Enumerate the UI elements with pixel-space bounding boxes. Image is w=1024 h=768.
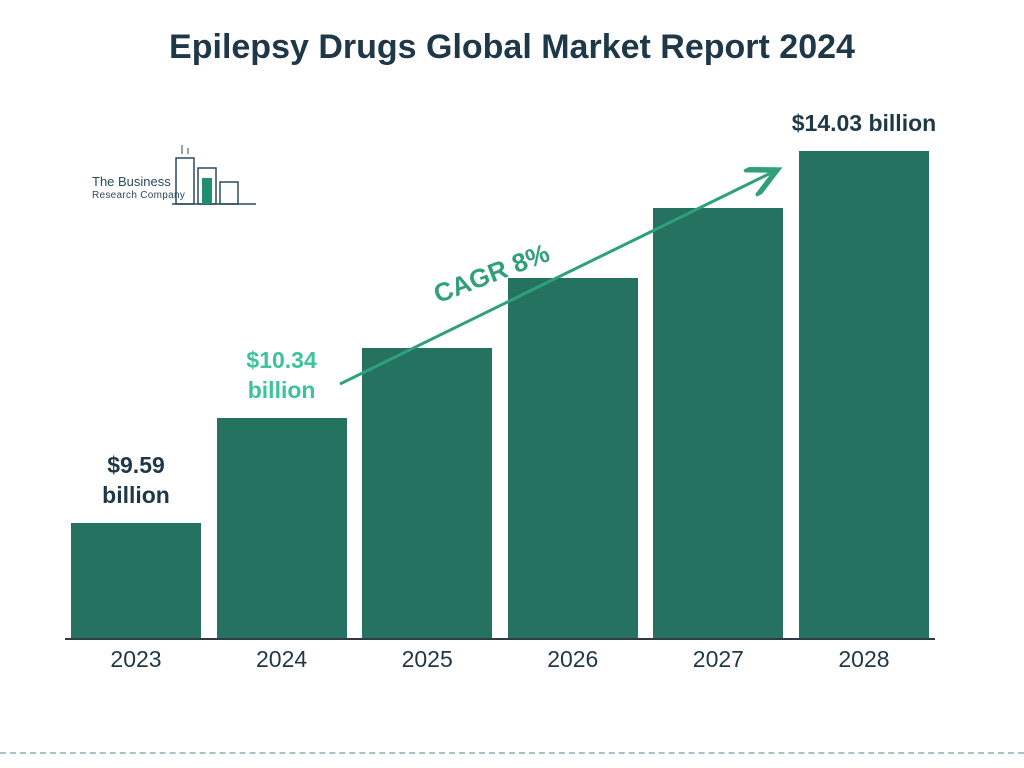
- bar-value-label: $14.03 billion: [774, 109, 954, 139]
- chart-plot-area: $9.59billion$10.34billion$14.03 billion …: [65, 130, 935, 640]
- bar: [217, 418, 347, 638]
- x-axis-labels: 2023 2024 2025 2026 2027 2028: [65, 646, 935, 673]
- x-axis-label: 2026: [508, 646, 638, 673]
- bar-slot: [653, 130, 783, 638]
- bottom-dashed-line: [0, 752, 1024, 754]
- bar-value-label: $10.34billion: [212, 346, 352, 406]
- bar-slot: [362, 130, 492, 638]
- x-axis-label: 2028: [799, 646, 929, 673]
- bar-value-label: $9.59billion: [66, 451, 206, 511]
- bar: [71, 523, 201, 638]
- bar: [362, 348, 492, 638]
- bar-chart: $9.59billion$10.34billion$14.03 billion …: [65, 130, 935, 690]
- bar: [799, 151, 929, 638]
- x-axis-label: 2024: [217, 646, 347, 673]
- bar-slot: [508, 130, 638, 638]
- page: Epilepsy Drugs Global Market Report 2024…: [0, 0, 1024, 768]
- x-axis-label: 2023: [71, 646, 201, 673]
- bar: [653, 208, 783, 638]
- x-axis-label: 2027: [653, 646, 783, 673]
- bar-slot: $9.59billion: [71, 130, 201, 638]
- x-axis-label: 2025: [362, 646, 492, 673]
- bar-slot: $10.34billion: [217, 130, 347, 638]
- bars-container: $9.59billion$10.34billion $14.03 billion: [65, 130, 935, 638]
- bar: [508, 278, 638, 638]
- bar-slot: $14.03 billion: [799, 130, 929, 638]
- page-title: Epilepsy Drugs Global Market Report 2024: [0, 28, 1024, 67]
